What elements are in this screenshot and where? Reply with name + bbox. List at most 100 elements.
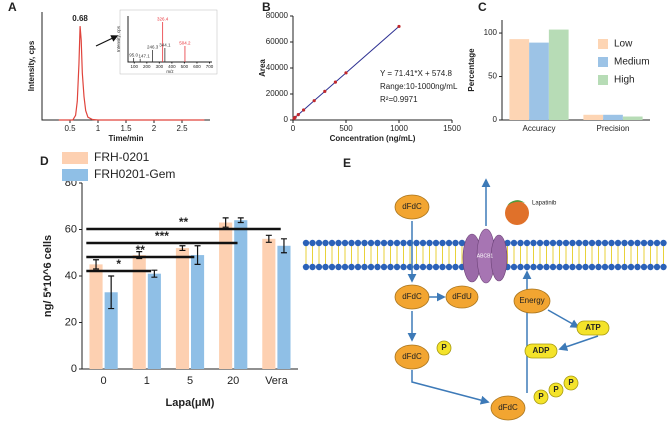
lipid-head [354, 239, 362, 247]
error-bar [93, 259, 100, 270]
stem-label: 326.4 [157, 17, 169, 22]
lipid-head [575, 263, 583, 271]
x-tick-label: 1500 [443, 124, 461, 133]
node-label: P [553, 385, 559, 394]
arrow [558, 335, 599, 351]
panel-label: E [343, 156, 351, 170]
x-tick-label: Precision [597, 124, 630, 133]
x-axis-label: Lapa(μM) [166, 397, 215, 409]
node [524, 343, 558, 359]
annotation: Y = 71.41*X + 574.8 [380, 69, 452, 78]
bar [277, 245, 291, 369]
x-tick-label: 600 [193, 64, 201, 69]
x-tick-label: 300 [156, 64, 164, 69]
x-tick-label: Vera [265, 375, 289, 387]
lipid-head [653, 263, 661, 271]
lipid-head [569, 239, 576, 247]
inhibitor [505, 201, 529, 225]
bar [147, 273, 161, 369]
y-tick-label: 50 [488, 72, 497, 81]
transporter-part [490, 234, 508, 282]
lipid-head [335, 263, 342, 271]
lipid-head [614, 239, 622, 247]
lipid-head [367, 263, 375, 271]
legend-label: Low [614, 39, 633, 50]
lipid-head [634, 263, 641, 271]
lipid-head [536, 263, 544, 271]
y-tick-label: 0 [493, 115, 498, 124]
node-label: ATP [585, 323, 601, 332]
lipid-head [647, 239, 654, 247]
lipid-head [361, 263, 368, 271]
lipid-head [523, 239, 531, 247]
bar [175, 248, 189, 369]
y-tick-label: 60 [65, 223, 77, 235]
error-bar [151, 269, 158, 278]
node-label: ADP [533, 346, 551, 355]
y-tick-label: 20 [65, 316, 77, 328]
node-label: dFdC [402, 202, 422, 211]
lipid-head [660, 239, 667, 247]
node-label: dFdC [498, 403, 518, 412]
lipid-head [328, 239, 336, 247]
y-tick-label: 100 [484, 28, 498, 37]
y-axis-label: ng/ 5*10^6 cells [42, 235, 54, 317]
lipid-head [302, 263, 310, 271]
lipid-head [341, 239, 349, 247]
node [513, 288, 551, 314]
lipid-head [614, 263, 622, 271]
stem-label: 504.2 [179, 41, 191, 46]
lipid-head [335, 239, 342, 247]
significance-label: *** [155, 229, 169, 243]
lipid-head [530, 239, 537, 247]
x-tick-label: 20 [227, 375, 239, 387]
lipid-head [601, 239, 609, 247]
lipid-head [400, 239, 407, 247]
node [445, 285, 479, 309]
bar [132, 255, 146, 369]
lipid-head [627, 239, 635, 247]
error-bar [222, 217, 229, 228]
lipid-head [504, 239, 511, 247]
lipid-head [510, 263, 518, 271]
lipid-head [426, 263, 433, 271]
lipid-head [315, 263, 323, 271]
panel-label: B [262, 0, 271, 14]
node [394, 284, 430, 310]
stem-label: 95.0 [129, 53, 138, 58]
lipid-head [588, 263, 596, 271]
lipid-head [562, 263, 570, 271]
lipid-head [569, 263, 576, 271]
lipid-head [621, 263, 628, 271]
node-label: P [441, 343, 447, 352]
bar [603, 114, 623, 120]
lipid-head [556, 239, 563, 247]
bar [219, 222, 233, 369]
bar [509, 39, 530, 121]
inset-frame [119, 9, 218, 75]
node-label: dFdU [452, 292, 472, 301]
bar [529, 42, 549, 120]
x-tick-label: 1000 [390, 124, 408, 133]
lipid-head [640, 239, 648, 247]
y-axis-label: Area [258, 59, 267, 77]
lipid-head [445, 239, 453, 247]
error-bar [179, 245, 186, 252]
y-tick-label: 40 [65, 270, 77, 282]
lipid-head [582, 239, 589, 247]
bar [89, 264, 103, 369]
x-tick-label: 500 [339, 124, 353, 133]
y-tick-label: 40000 [266, 63, 289, 72]
lipid-head [393, 239, 401, 247]
error-bar [237, 217, 244, 224]
x-axis-label: Concentration (ng/mL) [330, 134, 416, 143]
lipid-head [380, 239, 388, 247]
x-tick-label: 700 [206, 64, 214, 69]
x-tick-label: 400 [168, 64, 176, 69]
y-tick-label: 20000 [266, 89, 289, 98]
x-tick-label: Accuracy [523, 124, 556, 133]
legend-label: Medium [614, 57, 650, 68]
inhibitor-cap [507, 200, 525, 206]
lipid-head [315, 239, 323, 247]
